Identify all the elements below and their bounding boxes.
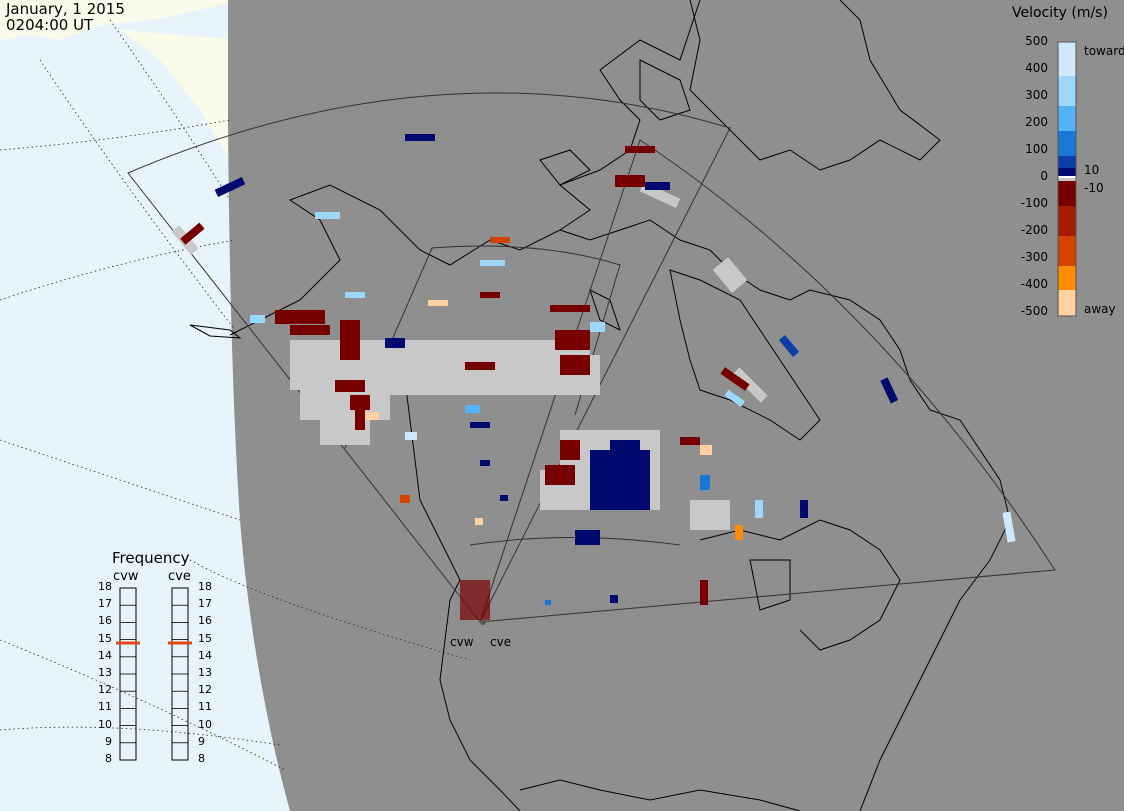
frequency-scale-label: 17 xyxy=(98,597,112,611)
frequency-scale-label: 18 xyxy=(98,580,112,593)
frequency-scale-label: 16 xyxy=(198,614,212,628)
radar-label-cve: cve xyxy=(490,635,512,649)
frequency-scale-label: 11 xyxy=(198,700,212,714)
frequency-gauges xyxy=(116,587,192,761)
toward-velocity-cells xyxy=(214,134,1016,605)
frequency-scale-label: 17 xyxy=(198,597,212,611)
graticule xyxy=(0,19,471,771)
velocity-scale-title: Velocity (m/s) xyxy=(1012,5,1108,21)
frequency-title: Frequency xyxy=(112,549,190,567)
frequency-radar-cvw: cvw xyxy=(113,569,139,584)
radar-label-cvw: cvw xyxy=(450,635,474,649)
velocity-tick-label: -300 xyxy=(1020,250,1048,264)
frequency-scale-label: 14 xyxy=(98,648,112,662)
frequency-scale-label: 18 xyxy=(198,580,212,593)
velocity-colorbar xyxy=(1057,41,1077,317)
velocity-tick-label: -100 xyxy=(1020,196,1048,210)
fields-of-view xyxy=(127,92,1056,623)
frequency-scale-label: 15 xyxy=(198,631,212,645)
frequency-scale-label: 8 xyxy=(198,752,205,765)
away-label: away xyxy=(1084,302,1116,316)
velocity-tick-label: 200 xyxy=(1025,115,1048,129)
velocity-tick-label: 300 xyxy=(1025,88,1048,102)
frequency-scale-label: 16 xyxy=(98,614,112,628)
frequency-scale-label: 12 xyxy=(198,683,212,697)
velocity-tick-label: 400 xyxy=(1025,61,1048,75)
frequency-scale-label: 13 xyxy=(98,666,112,679)
frequency-scale-label: 10 xyxy=(198,717,212,731)
radar-site-marker xyxy=(480,619,486,625)
frequency-scale-label: 13 xyxy=(198,666,212,679)
toward-label: toward xyxy=(1084,44,1124,58)
velocity-tick-label: 100 xyxy=(1025,142,1048,156)
inner-label-positive: 10 xyxy=(1084,163,1100,177)
velocity-tick-label: -500 xyxy=(1020,304,1048,318)
frequency-scale-label: 9 xyxy=(198,734,205,748)
time-label: 0204:00 UT xyxy=(6,16,94,34)
frequency-scale-label: 11 xyxy=(98,700,112,714)
velocity-tick-label: -200 xyxy=(1020,223,1048,237)
day-land xyxy=(0,0,240,160)
datetime: January, 1 2015 0204:00 UT xyxy=(6,1,125,33)
velocity-tick-label: -400 xyxy=(1020,277,1048,291)
velocity-tick-label: 500 xyxy=(1025,34,1048,48)
away-velocity-cells xyxy=(180,146,750,620)
frequency-scale-label: 15 xyxy=(98,631,112,645)
inner-label-negative: -10 xyxy=(1084,181,1104,195)
frequency-scale-label: 9 xyxy=(105,734,112,748)
velocity-tick-label: 0 xyxy=(1040,169,1048,183)
night-shade xyxy=(228,0,1124,811)
frequency-scale-label: 14 xyxy=(198,648,212,662)
date-label: January, 1 2015 xyxy=(6,0,125,18)
frequency-scale-label: 12 xyxy=(98,683,112,697)
frequency-scale-label: 8 xyxy=(105,752,112,765)
frequency-scale-label: 10 xyxy=(98,717,112,731)
frequency-radar-cve: cve xyxy=(168,569,191,584)
